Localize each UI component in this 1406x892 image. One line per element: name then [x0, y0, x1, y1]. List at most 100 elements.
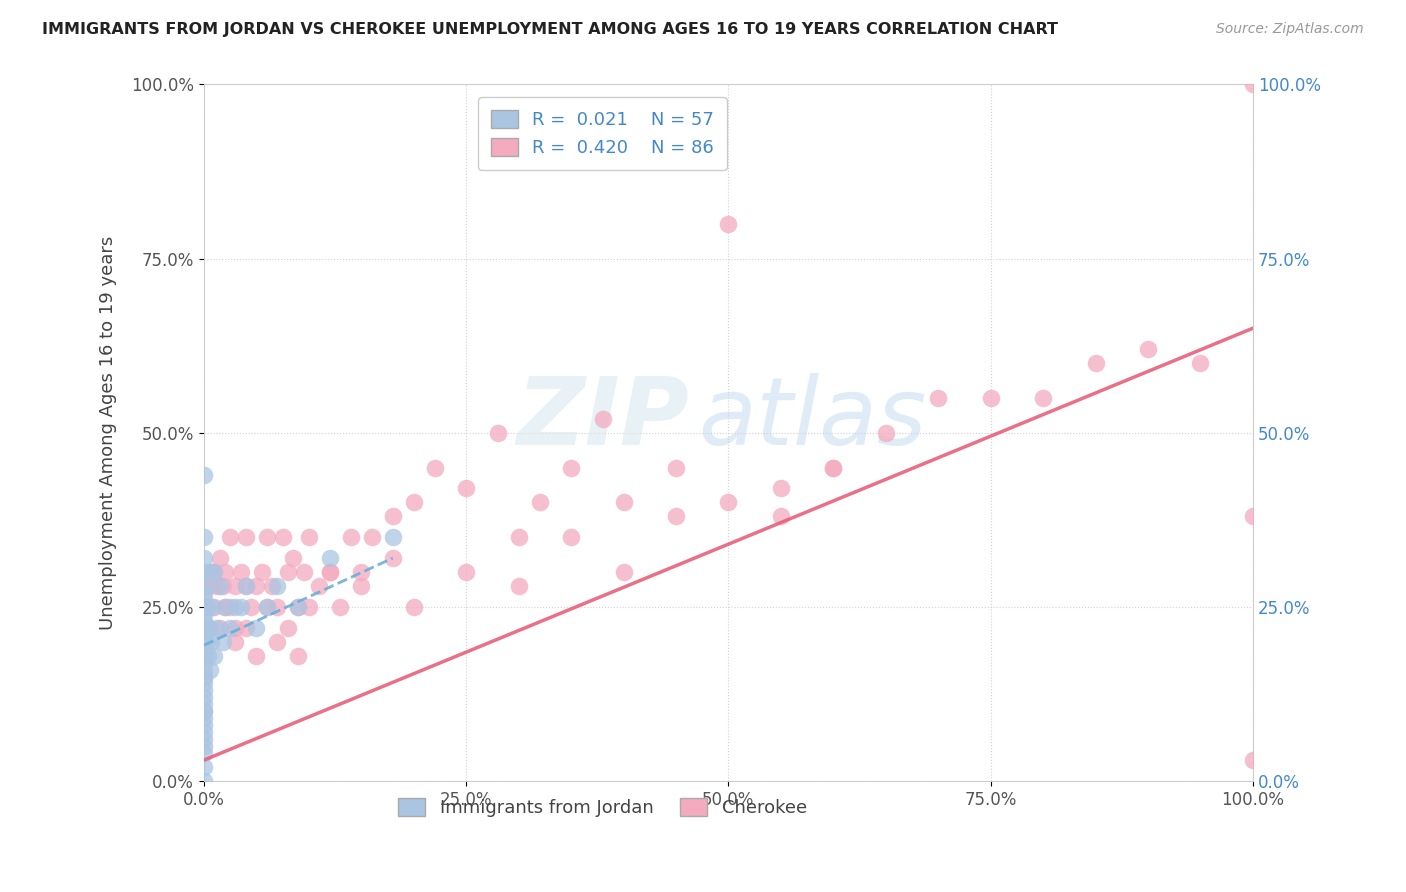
Point	[193, 704, 215, 718]
Point	[529, 495, 551, 509]
Point	[245, 579, 267, 593]
Point	[1189, 356, 1212, 370]
Point	[340, 530, 363, 544]
Point	[927, 391, 949, 405]
Point	[266, 599, 288, 614]
Point	[214, 565, 236, 579]
Point	[193, 551, 215, 566]
Point	[612, 495, 634, 509]
Point	[193, 599, 215, 614]
Point	[224, 634, 246, 648]
Point	[350, 565, 373, 579]
Point	[560, 530, 582, 544]
Point	[193, 746, 215, 760]
Point	[193, 669, 215, 683]
Point	[423, 460, 446, 475]
Point	[193, 683, 215, 698]
Point	[612, 565, 634, 579]
Point	[402, 599, 425, 614]
Point	[717, 495, 740, 509]
Point	[224, 579, 246, 593]
Point	[193, 690, 215, 705]
Point	[200, 663, 222, 677]
Point	[980, 391, 1002, 405]
Point	[198, 621, 221, 635]
Point	[197, 648, 219, 663]
Point	[266, 579, 288, 593]
Point	[1032, 391, 1054, 405]
Point	[245, 621, 267, 635]
Point	[193, 718, 215, 732]
Text: IMMIGRANTS FROM JORDAN VS CHEROKEE UNEMPLOYMENT AMONG AGES 16 TO 19 YEARS CORREL: IMMIGRANTS FROM JORDAN VS CHEROKEE UNEMP…	[42, 22, 1059, 37]
Point	[200, 634, 222, 648]
Point	[193, 634, 215, 648]
Point	[381, 530, 404, 544]
Point	[1136, 342, 1159, 356]
Point	[235, 530, 257, 544]
Text: Source: ZipAtlas.com: Source: ZipAtlas.com	[1216, 22, 1364, 37]
Point	[235, 579, 257, 593]
Point	[1241, 753, 1264, 767]
Point	[214, 599, 236, 614]
Point	[292, 565, 315, 579]
Point	[193, 663, 215, 677]
Point	[508, 530, 530, 544]
Point	[219, 530, 242, 544]
Point	[204, 599, 226, 614]
Point	[193, 614, 215, 628]
Point	[193, 579, 215, 593]
Point	[195, 599, 218, 614]
Point	[229, 599, 252, 614]
Point	[287, 648, 309, 663]
Point	[198, 565, 221, 579]
Point	[195, 634, 218, 648]
Point	[486, 425, 509, 440]
Point	[823, 460, 845, 475]
Point	[281, 551, 304, 566]
Point	[204, 648, 226, 663]
Point	[193, 530, 215, 544]
Point	[193, 698, 215, 712]
Point	[211, 634, 233, 648]
Point	[319, 565, 342, 579]
Point	[271, 530, 294, 544]
Point	[350, 579, 373, 593]
Point	[198, 621, 221, 635]
Point	[193, 774, 215, 789]
Y-axis label: Unemployment Among Ages 16 to 19 years: Unemployment Among Ages 16 to 19 years	[100, 235, 117, 630]
Point	[193, 628, 215, 642]
Point	[193, 586, 215, 600]
Point	[287, 599, 309, 614]
Point	[195, 599, 218, 614]
Point	[250, 565, 273, 579]
Point	[193, 621, 215, 635]
Point	[193, 607, 215, 621]
Point	[298, 599, 321, 614]
Point	[193, 641, 215, 656]
Point	[193, 669, 215, 683]
Point	[201, 599, 224, 614]
Point	[240, 599, 263, 614]
Point	[262, 579, 284, 593]
Point	[456, 565, 478, 579]
Point	[208, 551, 231, 566]
Point	[235, 621, 257, 635]
Point	[508, 579, 530, 593]
Point	[381, 551, 404, 566]
Point	[205, 621, 228, 635]
Point	[193, 656, 215, 670]
Point	[277, 565, 299, 579]
Point	[256, 530, 278, 544]
Text: ZIP: ZIP	[516, 373, 689, 465]
Point	[193, 704, 215, 718]
Point	[195, 621, 218, 635]
Point	[193, 725, 215, 739]
Point	[319, 565, 342, 579]
Point	[875, 425, 897, 440]
Point	[214, 599, 236, 614]
Point	[193, 711, 215, 725]
Point	[193, 565, 215, 579]
Point	[329, 599, 352, 614]
Point	[256, 599, 278, 614]
Point	[456, 482, 478, 496]
